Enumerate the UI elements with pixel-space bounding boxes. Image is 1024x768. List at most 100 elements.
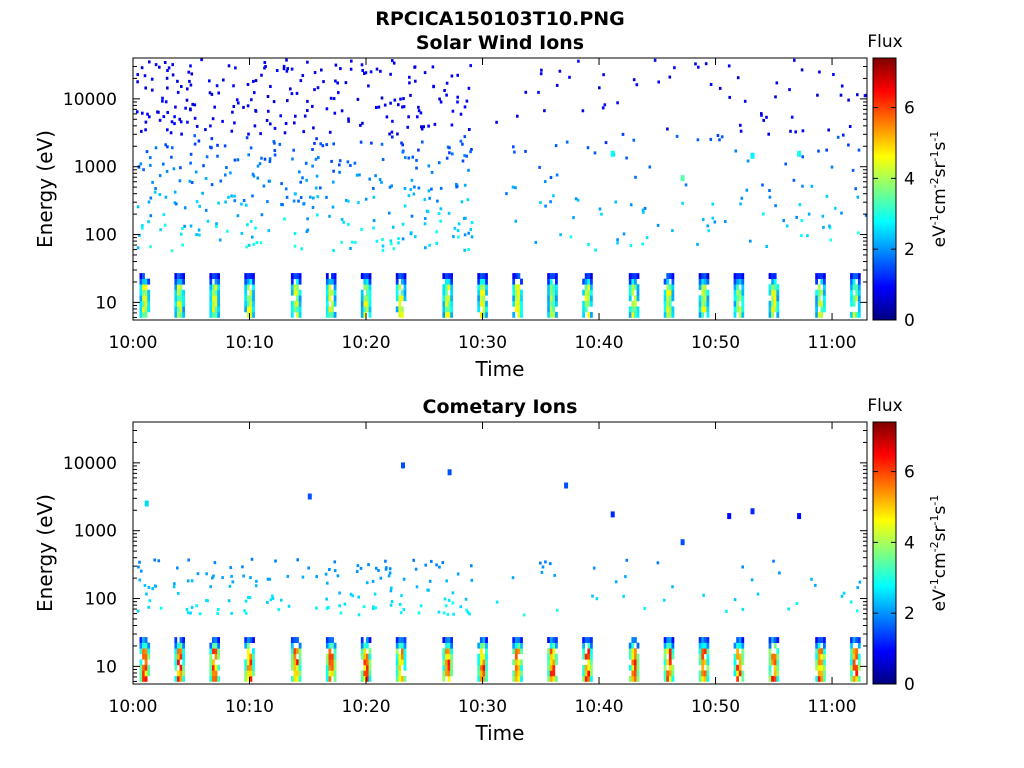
count-cell-cometary <box>213 561 217 565</box>
burst-cell-solar-wind <box>850 289 853 296</box>
burst-cell-cometary <box>363 653 367 660</box>
burst-cell-cometary <box>401 637 404 643</box>
count-cell-solar-wind <box>189 64 192 68</box>
burst-cell-solar-wind <box>333 311 337 318</box>
burst-cell-cometary <box>366 675 369 682</box>
count-cell-solar-wind <box>568 75 571 79</box>
burst-cell-cometary <box>450 642 453 649</box>
burst-cell-cometary <box>398 653 402 660</box>
count-cell-cometary <box>855 609 859 613</box>
count-cell-solar-wind <box>701 218 705 221</box>
burst-cell-cometary <box>482 642 486 649</box>
count-cell-solar-wind <box>461 142 464 146</box>
count-cell-solar-wind <box>372 195 376 199</box>
count-cell-cometary <box>446 613 450 616</box>
count-cell-solar-wind <box>792 178 796 182</box>
count-cell-solar-wind <box>245 245 248 249</box>
count-cell-cometary <box>441 561 445 564</box>
burst-cell-cometary <box>217 664 220 671</box>
burst-cell-cometary <box>325 664 329 671</box>
count-cell-cometary <box>333 569 337 573</box>
count-cell-solar-wind <box>364 71 368 75</box>
count-cell-solar-wind <box>193 142 197 146</box>
count-cell-solar-wind <box>255 241 259 244</box>
count-cell-solar-wind <box>201 191 204 195</box>
burst-cell-cometary <box>214 653 218 660</box>
burst-cell-solar-wind <box>587 278 591 285</box>
burst-cell-solar-wind <box>733 295 737 302</box>
count-cell-solar-wind <box>262 184 266 188</box>
count-cell-solar-wind <box>225 166 228 169</box>
burst-cell-solar-wind <box>298 273 302 279</box>
count-cell-solar-wind <box>311 164 314 168</box>
burst-cell-solar-wind <box>325 289 329 296</box>
count-cell-cometary <box>442 611 446 615</box>
burst-cell-cometary <box>179 648 183 655</box>
count-cell-solar-wind <box>332 180 335 184</box>
count-cell-solar-wind <box>436 199 439 203</box>
burst-cell-cometary <box>736 670 739 677</box>
burst-cell-cometary <box>244 642 248 649</box>
burst-cell-cometary <box>773 642 777 649</box>
burst-cell-solar-wind <box>244 289 248 296</box>
count-cell-solar-wind <box>216 143 219 147</box>
count-cell-solar-wind <box>279 114 282 118</box>
count-cell-solar-wind <box>254 79 258 83</box>
burst-cell-solar-wind <box>768 273 772 279</box>
burst-cell-cometary <box>477 670 481 677</box>
burst-cell-solar-wind <box>631 306 635 313</box>
burst-cell-cometary <box>244 659 248 666</box>
count-cell-solar-wind <box>227 64 231 68</box>
burst-cell-cometary <box>179 637 183 643</box>
count-cell-solar-wind <box>189 107 192 111</box>
count-cell-solar-wind <box>422 125 425 129</box>
count-cell-solar-wind <box>539 201 542 205</box>
count-cell-solar-wind <box>762 118 765 122</box>
burst-cell-cometary <box>773 653 777 660</box>
burst-cell-cometary <box>741 642 745 649</box>
count-cell-solar-wind <box>468 128 471 131</box>
burst-cell-solar-wind <box>298 278 302 285</box>
count-cell-solar-wind <box>581 109 585 113</box>
burst-cell-solar-wind <box>252 289 255 296</box>
burst-cell-solar-wind <box>663 306 667 313</box>
burst-cell-solar-wind <box>547 295 550 302</box>
burst-cell-cometary <box>738 653 742 660</box>
burst-cell-cometary <box>485 648 488 655</box>
burst-cell-cometary <box>773 670 777 677</box>
count-cell-solar-wind <box>284 122 288 125</box>
burst-cell-cometary <box>547 659 550 666</box>
count-cell-solar-wind <box>297 199 300 203</box>
count-cell-cometary <box>402 608 406 611</box>
burst-cell-solar-wind <box>177 295 180 302</box>
burst-cell-cometary <box>698 659 702 666</box>
burst-cell-solar-wind <box>398 295 402 302</box>
count-cell-cometary <box>315 606 318 610</box>
burst-cell-solar-wind <box>217 300 220 307</box>
count-cell-solar-wind <box>760 113 763 117</box>
x-tick-label-solar-wind: 10:50 <box>691 333 740 353</box>
count-cell-solar-wind <box>336 81 339 85</box>
count-cell-solar-wind <box>141 226 144 230</box>
burst-cell-cometary <box>855 664 859 671</box>
burst-cell-cometary <box>246 642 250 649</box>
count-cell-solar-wind <box>149 214 153 218</box>
count-cell-solar-wind <box>427 189 431 193</box>
count-cell-cometary <box>470 578 474 582</box>
burst-cell-solar-wind <box>850 300 853 307</box>
x-tick-label-solar-wind: 10:30 <box>458 333 507 353</box>
burst-cell-cometary <box>738 642 742 649</box>
count-cell-solar-wind <box>391 59 394 63</box>
burst-cell-cometary <box>741 653 745 660</box>
count-cell-solar-wind <box>229 171 232 175</box>
burst-cell-solar-wind <box>177 289 180 296</box>
burst-cell-solar-wind <box>517 284 521 291</box>
burst-cell-cometary <box>401 659 404 666</box>
burst-cell-solar-wind <box>668 284 672 291</box>
count-cell-solar-wind <box>424 246 427 250</box>
count-cell-solar-wind <box>549 176 553 179</box>
count-cell-solar-wind <box>163 61 167 64</box>
burst-cell-solar-wind <box>555 300 558 307</box>
burst-cell-cometary <box>212 637 215 643</box>
